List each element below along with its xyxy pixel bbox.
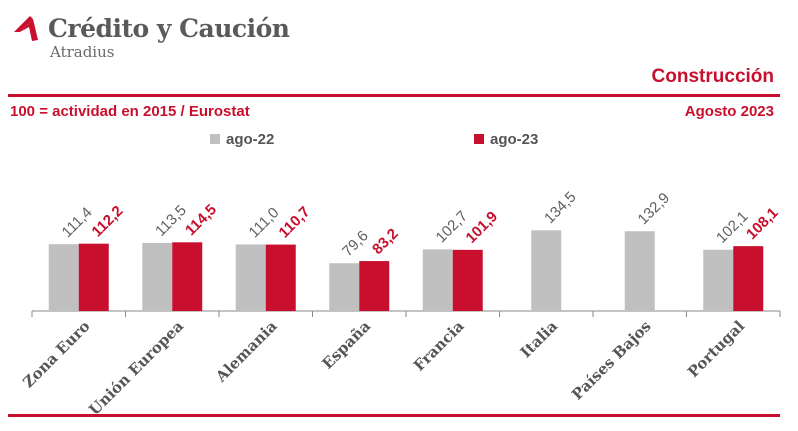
bar-ago-22	[329, 263, 360, 311]
legend-item-ago-22: ago-22	[210, 131, 274, 148]
data-label-ago-22: 134,5	[541, 189, 580, 228]
category-label: Portugal	[684, 317, 748, 381]
chart-date: Agosto 2023	[684, 103, 774, 120]
data-label-ago-22: 79,6	[339, 227, 372, 260]
data-label-ago-23: 101,9	[463, 208, 502, 247]
legend-item-ago-23: ago-23	[474, 131, 538, 148]
sector-title: Construcción	[651, 66, 774, 87]
chart-subtitle: 100 = actividad en 2015 / Eurostat	[10, 103, 250, 120]
category-label: Alemania	[211, 317, 280, 386]
atradius-logo-icon	[14, 16, 38, 41]
legend-label-ago-22: ago-22	[226, 131, 275, 148]
bar-ago-22	[48, 244, 79, 311]
bar-ago-22	[531, 230, 562, 311]
bar-ago-23	[359, 261, 390, 311]
legend-swatch-ago-22	[210, 134, 220, 144]
data-label-ago-23: 112,2	[89, 203, 127, 241]
bar-ago-23	[265, 244, 296, 311]
data-label-ago-22: 102,7	[433, 208, 472, 247]
category-label: Zona Euro	[19, 317, 93, 391]
data-label-ago-23: 108,1	[743, 204, 782, 243]
brand-subtitle: Atradius	[50, 43, 115, 61]
brand-logo: Crédito y Caución Atradius	[8, 8, 290, 78]
bar-ago-23	[733, 246, 764, 311]
category-label: España	[318, 317, 374, 373]
legend-label-ago-23: ago-23	[490, 131, 539, 148]
bar-ago-22	[624, 231, 655, 311]
data-label-ago-23: 114,5	[182, 201, 220, 239]
brand-name: Crédito y Caución	[48, 14, 290, 43]
data-label-ago-22: 113,5	[152, 202, 190, 240]
bar-ago-23	[78, 243, 109, 311]
bar-ago-22	[703, 249, 734, 311]
category-label: Italia	[517, 317, 562, 362]
bar-ago-22	[142, 242, 173, 311]
bar-ago-23	[452, 249, 483, 311]
bar-ago-22	[235, 244, 266, 311]
bar-ago-23	[172, 242, 203, 311]
data-label-ago-22: 132,9	[635, 190, 674, 229]
data-label-ago-22: 111,0	[246, 204, 283, 241]
category-label: Unión Europea	[85, 317, 187, 419]
data-label-ago-23: 83,2	[369, 225, 402, 258]
data-label-ago-23: 110,7	[276, 203, 314, 241]
category-label: Francia	[410, 317, 468, 375]
legend-swatch-ago-23	[474, 134, 484, 144]
bottom-divider	[8, 414, 780, 417]
category-label: Países Bajos	[568, 317, 654, 403]
bar-ago-22	[422, 249, 453, 311]
data-label-ago-22: 111,4	[59, 204, 96, 241]
top-divider	[8, 94, 780, 97]
